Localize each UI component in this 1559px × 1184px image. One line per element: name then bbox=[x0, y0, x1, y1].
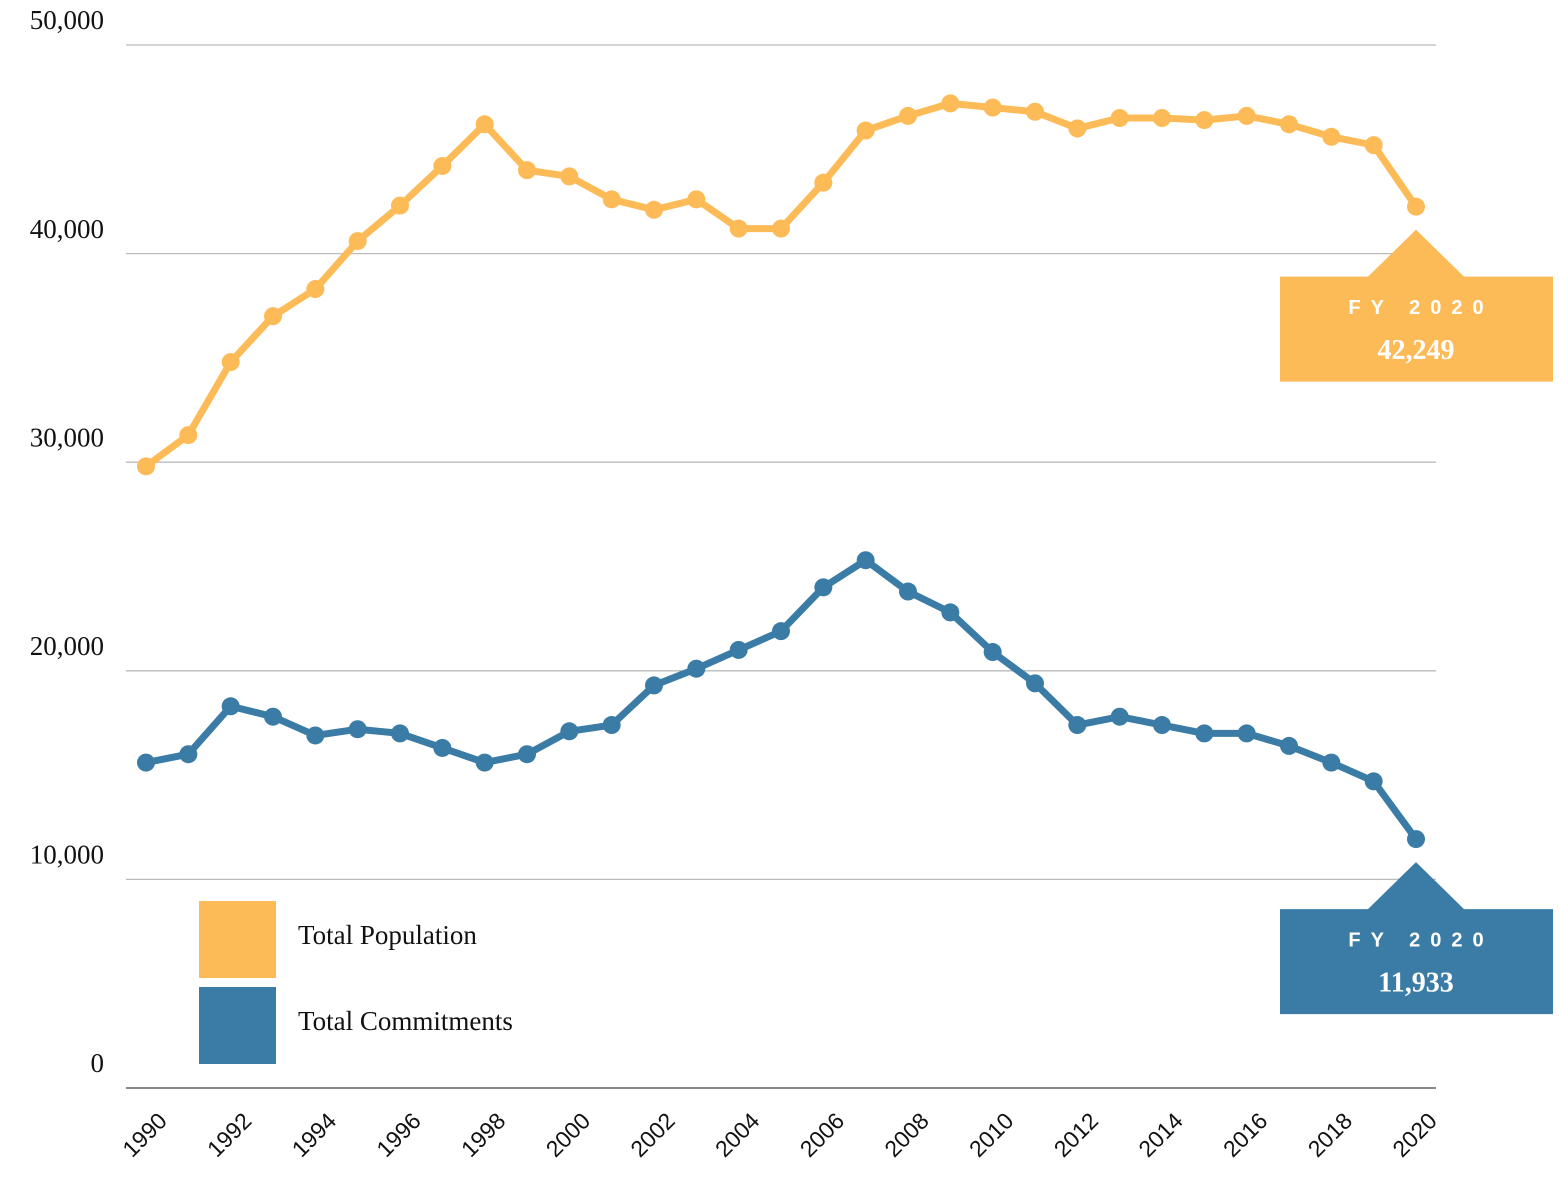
data-point bbox=[221, 353, 240, 372]
y-tick-label: 30,000 bbox=[30, 422, 104, 452]
callout-title: FY 2020 bbox=[1348, 297, 1493, 319]
data-point bbox=[1195, 724, 1214, 743]
data-point bbox=[941, 603, 960, 622]
y-tick-label: 50,000 bbox=[30, 5, 104, 35]
data-point bbox=[1237, 724, 1256, 743]
data-point bbox=[645, 676, 663, 695]
data-point bbox=[433, 738, 452, 757]
x-tick-label: 2002 bbox=[625, 1107, 680, 1162]
series-line bbox=[143, 99, 1419, 470]
data-point bbox=[433, 156, 452, 175]
data-point bbox=[1322, 753, 1341, 772]
data-point bbox=[1026, 674, 1044, 693]
legend-swatch bbox=[199, 901, 276, 978]
data-point bbox=[391, 724, 409, 743]
x-tick-label: 2016 bbox=[1218, 1107, 1273, 1162]
data-point bbox=[1237, 106, 1256, 125]
data-point bbox=[602, 190, 621, 209]
data-point bbox=[1364, 136, 1383, 155]
data-point bbox=[983, 643, 1002, 662]
x-tick-label: 1990 bbox=[117, 1107, 172, 1162]
data-point bbox=[264, 307, 282, 326]
data-point bbox=[602, 716, 621, 735]
data-point bbox=[518, 745, 536, 764]
data-point bbox=[983, 98, 1002, 117]
y-tick-label: 40,000 bbox=[30, 214, 104, 244]
x-tick-label: 1998 bbox=[456, 1107, 511, 1162]
data-point bbox=[348, 720, 367, 739]
data-point bbox=[1364, 772, 1383, 791]
data-point bbox=[856, 551, 875, 570]
data-point bbox=[687, 190, 706, 209]
data-point bbox=[560, 722, 579, 741]
data-point bbox=[306, 726, 325, 745]
x-tick-label: 1992 bbox=[202, 1107, 257, 1162]
data-point bbox=[687, 659, 706, 678]
data-point bbox=[729, 640, 748, 659]
data-point bbox=[1068, 119, 1087, 138]
data-point bbox=[772, 219, 790, 238]
data-point bbox=[306, 280, 325, 299]
data-point bbox=[1110, 707, 1129, 726]
data-point bbox=[221, 697, 240, 716]
y-tick-label: 0 bbox=[91, 1048, 105, 1078]
data-point bbox=[729, 219, 748, 238]
x-tick-label: 2006 bbox=[795, 1107, 850, 1162]
series-line bbox=[145, 556, 1419, 842]
data-point bbox=[1322, 127, 1341, 146]
data-point bbox=[1280, 736, 1298, 755]
legend-label: Total Population bbox=[298, 920, 477, 950]
data-point bbox=[179, 745, 198, 764]
x-tick-label: 2014 bbox=[1133, 1107, 1188, 1162]
data-point bbox=[1153, 716, 1171, 735]
callout-title: FY 2020 bbox=[1348, 929, 1493, 951]
callout-value: 42,249 bbox=[1378, 335, 1455, 366]
y-tick-label: 20,000 bbox=[30, 631, 104, 661]
data-point bbox=[1153, 109, 1171, 128]
data-point bbox=[899, 106, 917, 125]
data-point bbox=[1280, 115, 1298, 134]
data-point bbox=[645, 200, 663, 219]
callout bbox=[1280, 229, 1553, 382]
data-point bbox=[1110, 109, 1129, 128]
data-point bbox=[1195, 111, 1214, 130]
data-point bbox=[941, 94, 960, 113]
data-point bbox=[899, 582, 917, 601]
data-point bbox=[772, 622, 790, 641]
data-point bbox=[391, 196, 409, 215]
data-point bbox=[179, 426, 198, 445]
x-tick-label: 2008 bbox=[879, 1107, 934, 1162]
data-point bbox=[1407, 830, 1425, 849]
data-point bbox=[137, 457, 155, 476]
y-tick-label: 10,000 bbox=[30, 840, 104, 870]
data-point bbox=[856, 121, 875, 140]
data-point bbox=[348, 232, 367, 251]
data-point bbox=[1407, 197, 1425, 216]
x-tick-label: 1994 bbox=[287, 1107, 342, 1162]
x-tick-label: 2018 bbox=[1303, 1107, 1358, 1162]
data-point bbox=[475, 753, 494, 772]
data-point bbox=[137, 753, 155, 772]
x-tick-label: 2004 bbox=[710, 1107, 765, 1162]
x-tick-label: 2012 bbox=[1049, 1107, 1104, 1162]
data-point bbox=[1068, 716, 1087, 735]
x-tick-label: 2010 bbox=[964, 1107, 1019, 1162]
data-point bbox=[814, 173, 833, 192]
data-point bbox=[560, 167, 579, 186]
legend-swatch bbox=[199, 987, 276, 1064]
x-tick-label: 2000 bbox=[541, 1107, 596, 1162]
data-point bbox=[475, 115, 494, 134]
data-point bbox=[518, 161, 536, 180]
x-tick-label: 1996 bbox=[371, 1107, 426, 1162]
data-point bbox=[814, 578, 833, 597]
callout bbox=[1280, 862, 1553, 1015]
callout-value: 11,933 bbox=[1378, 967, 1453, 998]
data-point bbox=[1026, 102, 1044, 121]
legend-label: Total Commitments bbox=[298, 1006, 513, 1036]
x-tick-label: 2020 bbox=[1387, 1107, 1442, 1162]
data-point bbox=[264, 707, 282, 726]
